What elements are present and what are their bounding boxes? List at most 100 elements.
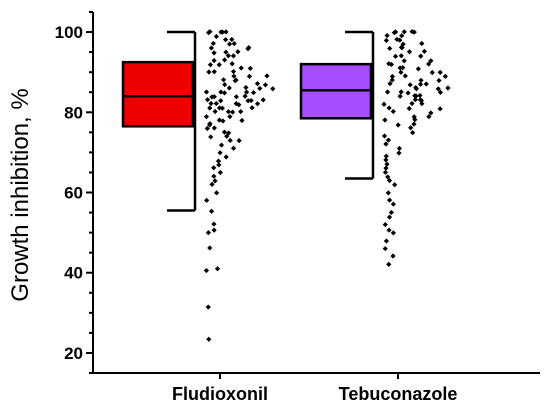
data-point: [203, 114, 210, 120]
data-point: [203, 267, 210, 274]
data-point: [247, 65, 253, 71]
data-point: [204, 197, 210, 203]
data-point: [411, 114, 417, 120]
data-point: [218, 29, 224, 35]
data-point: [230, 145, 237, 151]
data-point: [384, 161, 390, 167]
data-point: [230, 53, 237, 59]
data-point: [395, 122, 401, 128]
data-point: [398, 44, 405, 50]
data-point: [383, 238, 390, 244]
data-point: [381, 101, 387, 107]
data-point: [239, 117, 245, 124]
data-point: [270, 86, 276, 92]
data-point: [231, 40, 237, 47]
data-point: [386, 105, 392, 111]
data-point: [418, 97, 425, 104]
data-point: [210, 40, 217, 47]
box-tebuconazole: [299, 30, 375, 180]
data-point: [250, 89, 257, 96]
data-point: [383, 153, 389, 159]
data-point: [225, 53, 231, 59]
data-point: [211, 227, 217, 233]
data-point: [218, 89, 224, 95]
data-point: [426, 61, 432, 67]
data-point: [238, 109, 244, 115]
data-point: [203, 89, 210, 95]
data-point: [254, 81, 261, 87]
data-points: [203, 28, 451, 342]
data-point: [257, 85, 263, 92]
data-point: [208, 100, 214, 107]
data-point: [384, 89, 391, 95]
data-point: [218, 98, 224, 104]
axes: 20 40 60 80 100 Fludioxonil Tebuconazole: [55, 11, 540, 404]
data-point: [382, 245, 388, 252]
y-tick-label: 100: [55, 23, 83, 42]
data-point: [214, 266, 221, 272]
data-point: [384, 32, 390, 39]
data-point: [400, 65, 406, 71]
data-point: [418, 77, 424, 83]
data-point: [382, 169, 389, 175]
data-point: [382, 221, 388, 228]
box-iqr: [121, 60, 195, 128]
data-point: [221, 129, 228, 135]
data-point: [390, 230, 396, 236]
data-point: [213, 33, 219, 40]
data-point: [238, 65, 244, 71]
data-point: [218, 142, 225, 148]
data-point: [211, 125, 217, 131]
data-point: [211, 221, 217, 227]
data-point: [412, 117, 418, 123]
data-point: [398, 89, 404, 95]
y-tick-label: 80: [64, 103, 83, 122]
data-point: [419, 101, 425, 107]
data-point: [246, 45, 252, 51]
data-point: [409, 100, 415, 107]
data-point: [435, 86, 441, 92]
data-point: [216, 162, 222, 168]
data-point: [436, 77, 442, 84]
data-point: [398, 53, 404, 59]
boxes: [121, 30, 375, 212]
data-point: [226, 41, 233, 47]
data-point: [386, 261, 392, 267]
data-point: [249, 105, 255, 111]
data-point: [204, 97, 211, 103]
data-point: [389, 77, 395, 83]
data-point: [212, 178, 218, 184]
x-tick-label: Fludioxonil: [172, 384, 268, 404]
data-point: [418, 53, 424, 59]
data-point: [262, 82, 269, 88]
data-point: [411, 121, 417, 127]
data-point: [445, 85, 451, 91]
data-point: [236, 138, 242, 144]
data-point: [385, 190, 391, 196]
data-point: [215, 158, 222, 164]
data-point: [216, 117, 223, 123]
data-point: [393, 29, 399, 35]
x-tick-label: Tebuconazole: [339, 384, 458, 404]
data-point: [417, 81, 424, 87]
data-point: [437, 106, 443, 112]
data-point: [213, 100, 219, 107]
data-point: [396, 150, 402, 156]
data-point: [428, 58, 434, 64]
data-point: [211, 173, 217, 179]
data-point: [390, 201, 396, 207]
data-point: [382, 117, 388, 123]
data-point: [409, 28, 415, 35]
y-tick-label: 40: [64, 264, 83, 283]
data-point: [206, 336, 212, 342]
data-point: [407, 82, 413, 88]
data-point: [225, 109, 232, 115]
data-point: [392, 182, 398, 188]
data-point: [211, 165, 217, 171]
data-point: [415, 66, 421, 72]
data-point: [207, 105, 213, 111]
data-point: [394, 36, 400, 42]
data-point: [233, 100, 239, 107]
data-point: [216, 62, 222, 68]
